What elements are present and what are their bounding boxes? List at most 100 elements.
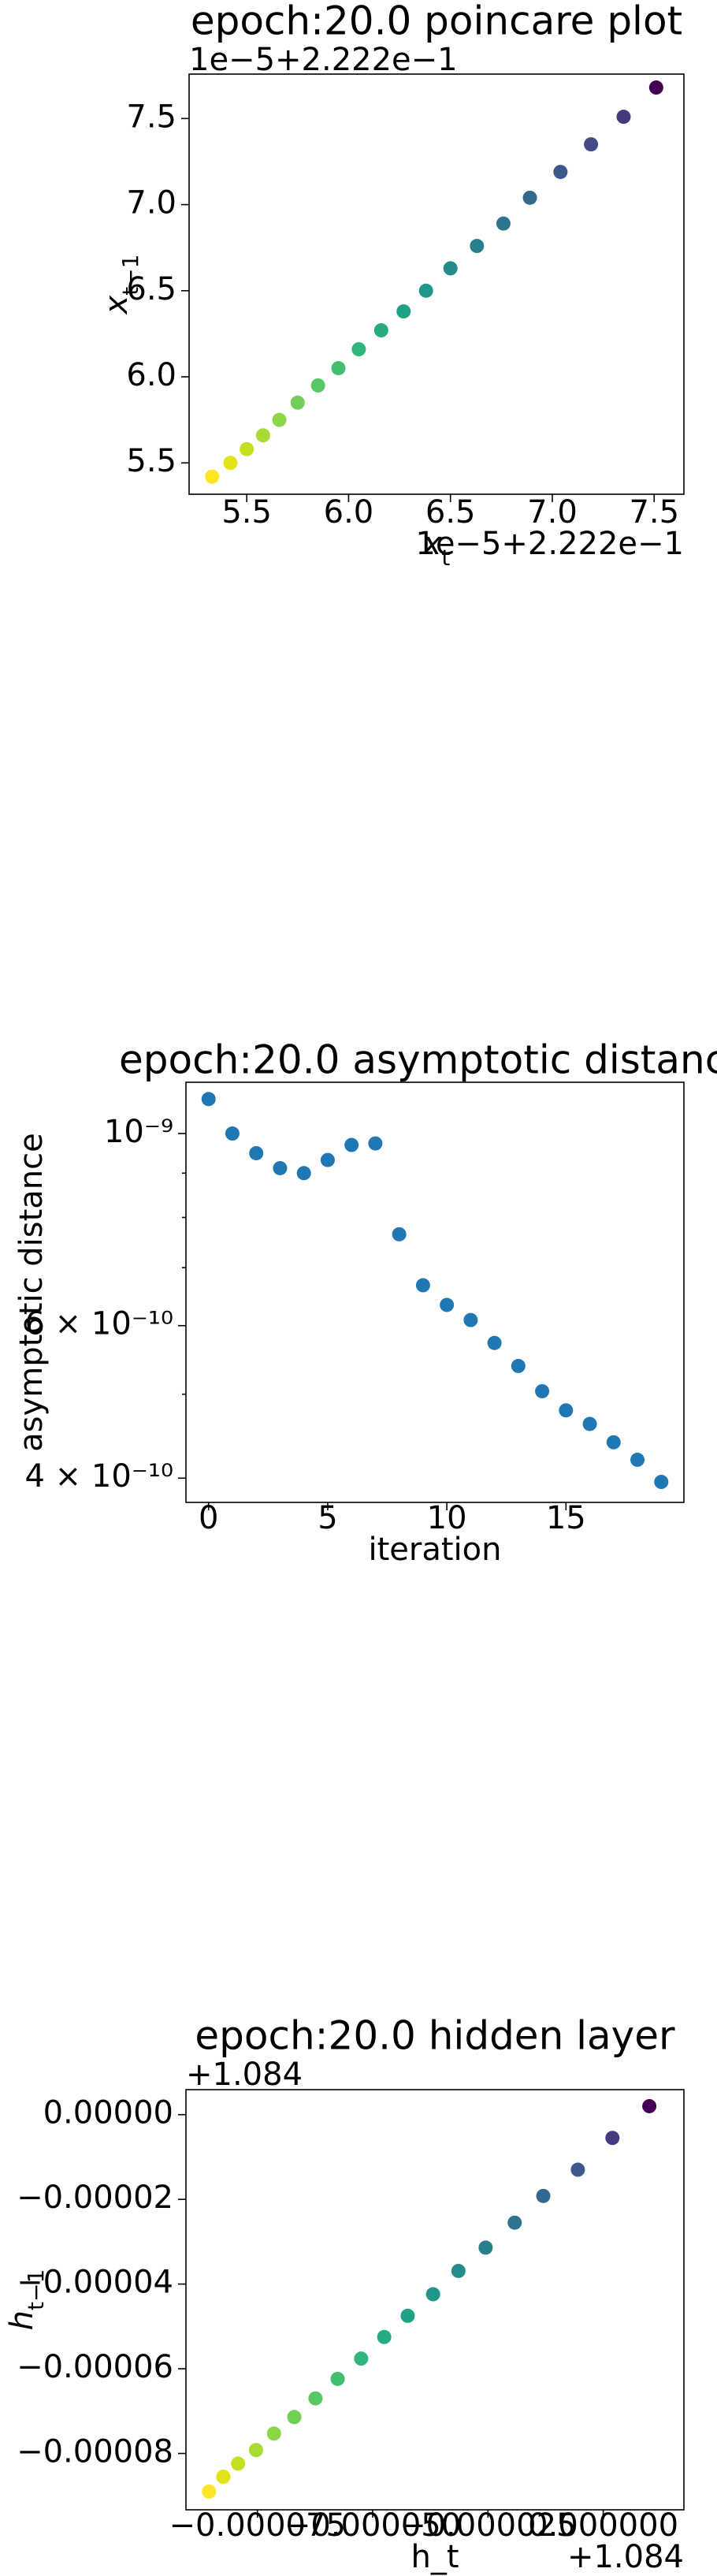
point xyxy=(415,1278,430,1293)
point xyxy=(290,395,305,410)
y-tick-label: 10⁻⁹ xyxy=(104,1114,173,1150)
point xyxy=(425,2287,440,2302)
point xyxy=(351,342,366,357)
point xyxy=(272,412,287,427)
y-tick-label: 6.0 xyxy=(126,357,176,393)
point xyxy=(605,2131,620,2146)
x-tick-label: 6.5 xyxy=(425,494,476,530)
point xyxy=(373,323,388,338)
x-tick-label: −0.000025 xyxy=(399,2507,576,2544)
point xyxy=(296,1166,311,1181)
x-axis-label: h_t xyxy=(411,2539,459,2575)
chart-title: epoch:20.0 asymptotic distance xyxy=(119,1037,717,1083)
y-tick-label: 7.5 xyxy=(126,99,176,135)
point xyxy=(320,1152,335,1167)
point xyxy=(216,2470,231,2485)
y-tick-label: −0.00006 xyxy=(17,2349,173,2385)
axis-label-base: h xyxy=(4,2310,40,2330)
point xyxy=(418,283,433,298)
point xyxy=(377,2329,392,2344)
x-tick-label: 0.000000 xyxy=(528,2507,678,2544)
y-tick-label: 7.0 xyxy=(126,185,176,221)
point xyxy=(287,2410,302,2425)
point xyxy=(344,1137,359,1152)
point xyxy=(310,378,325,393)
axis-label-subscript: t−1 xyxy=(23,2269,49,2310)
point xyxy=(331,361,346,376)
point xyxy=(496,216,511,231)
point xyxy=(451,2263,466,2278)
x-tick-label: −0.000050 xyxy=(284,2507,461,2544)
point xyxy=(570,2162,585,2177)
y-tick-label: 5.5 xyxy=(126,443,176,479)
point xyxy=(368,1136,383,1151)
y-tick-label: −0.00002 xyxy=(17,2180,173,2216)
axis-label-subscript: t−1 xyxy=(117,255,143,296)
plot-frame xyxy=(185,2089,685,2511)
point xyxy=(507,2215,522,2230)
point xyxy=(396,304,411,319)
x-axis-label: iteration xyxy=(369,1532,502,1568)
axis-label-base: x xyxy=(422,526,442,562)
axis-label-base: asymptotic distance xyxy=(13,1133,50,1452)
axis-label-base: iteration xyxy=(369,1532,502,1568)
point xyxy=(487,1335,502,1350)
x-offset-text: +1.084 xyxy=(567,2539,684,2575)
point xyxy=(240,441,254,456)
x-tick-label: 7.5 xyxy=(629,494,679,530)
x-tick-label: 7.0 xyxy=(527,494,578,530)
point xyxy=(630,1452,645,1467)
x-tick-label: 0 xyxy=(199,1500,218,1536)
x-tick-label: 10 xyxy=(427,1500,467,1536)
point xyxy=(478,2240,493,2255)
x-tick-label: 5.5 xyxy=(221,494,272,530)
point xyxy=(616,110,631,125)
point xyxy=(553,165,568,180)
point xyxy=(249,1145,264,1160)
y-axis-label: ht−1 xyxy=(4,2269,49,2331)
y-axis-label: asymptotic distance xyxy=(13,1133,50,1452)
y-tick-label: 6.5 xyxy=(126,271,176,307)
x-tick-label: −0.000075 xyxy=(169,2507,346,2544)
axis-label-base: h_t xyxy=(411,2539,459,2575)
y-offset-text: 1e−5+2.222e−1 xyxy=(189,42,458,78)
point xyxy=(535,1383,550,1398)
chart-title: epoch:20.0 hidden layer xyxy=(195,2013,675,2059)
plot-frame xyxy=(185,1081,685,1503)
x-tick-label: 5 xyxy=(318,1500,337,1536)
point xyxy=(266,2426,281,2441)
y-tick-label: −0.00008 xyxy=(17,2434,173,2470)
point xyxy=(273,1160,288,1175)
point xyxy=(536,2188,551,2203)
x-tick-label: 15 xyxy=(546,1500,586,1536)
x-offset-text: 1e−5+2.222e−1 xyxy=(415,526,684,562)
point xyxy=(400,2308,415,2323)
y-tick-label: 6 × 10⁻¹⁰ xyxy=(25,1306,173,1342)
y-tick-label: 4 × 10⁻¹⁰ xyxy=(25,1458,173,1495)
point xyxy=(231,2456,246,2471)
point xyxy=(354,2351,369,2366)
point xyxy=(308,2391,323,2406)
point xyxy=(559,1403,574,1418)
point xyxy=(201,1092,216,1107)
point xyxy=(463,1312,478,1327)
y-tick-label: 0.00000 xyxy=(43,2095,173,2131)
point xyxy=(470,239,485,254)
point xyxy=(255,428,270,443)
y-axis-label: xt−1 xyxy=(98,255,143,316)
point xyxy=(225,1126,240,1141)
axis-label-subscript: t xyxy=(441,545,450,571)
point xyxy=(330,2371,345,2386)
point xyxy=(642,2098,657,2113)
point xyxy=(522,190,537,205)
point xyxy=(582,1416,597,1431)
point xyxy=(511,1358,526,1373)
axis-label-base: x xyxy=(98,295,135,315)
plot-frame xyxy=(188,73,685,495)
point xyxy=(648,80,663,95)
y-tick-label: −0.00004 xyxy=(17,2265,173,2301)
x-axis-label: xt xyxy=(422,526,451,571)
point xyxy=(248,2443,263,2458)
point xyxy=(584,137,599,152)
point xyxy=(392,1227,407,1241)
